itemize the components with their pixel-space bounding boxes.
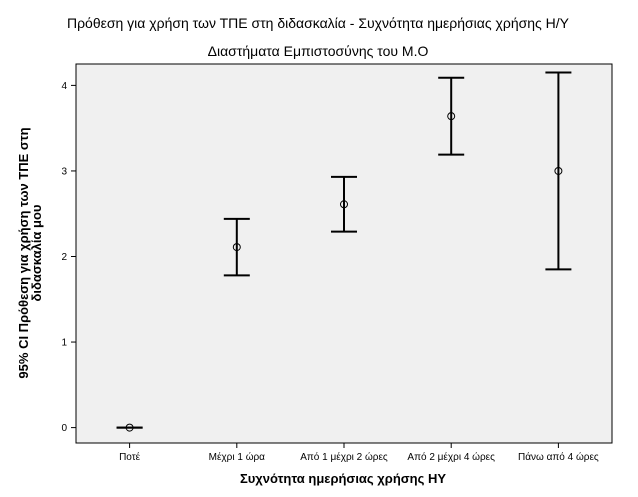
chart-title: Πρόθεση για χρήση των ΤΠΕ στη διδασκαλία… [67,15,570,31]
error-bar-group [331,175,357,233]
mean-point [125,423,134,432]
y-tick-label: 3 [61,166,67,177]
data-marks [116,71,572,432]
error-bar-group [545,71,572,271]
mean-point [447,112,456,121]
mean-point [232,243,241,252]
y-axis: 0 1 2 3 4 [61,81,76,434]
y-tick-label: 2 [61,252,67,263]
error-bar-group [116,423,143,432]
y-axis-title-line-2: διδασκαλία μου [29,204,44,301]
x-tick-label: Πάνω από 4 ώρες [518,451,599,463]
x-tick-label: Μέχρι 1 ώρα [209,451,266,463]
x-tick-label: Από 2 μέχρι 4 ώρες [407,451,495,463]
x-axis-title: Συχνότητα ημερήσιας χρήσης ΗΥ [240,471,446,486]
x-axis: Ποτέ Μέχρι 1 ώρα Από 1 μέχρι 2 ώρες Από 2 μ… [119,443,599,463]
mean-point [340,200,348,209]
chart-subtitle: Διαστήματα Εμπιστοσύνης του Μ.Ο [208,43,429,59]
plot-area [75,63,613,444]
y-tick-label: 0 [61,423,67,434]
x-tick-label: Από 1 μέχρι 2 ώρες [300,451,388,463]
error-bar-group [223,217,250,277]
y-axis-title: 95% CI Πρόθεση για χρήση των ΤΠΕ στη διδ… [16,127,44,378]
y-tick-label: 4 [61,81,67,92]
x-tick-label: Ποτέ [119,451,141,463]
error-bar-group [438,76,465,156]
mean-point [554,166,563,175]
y-tick-label: 1 [61,338,67,349]
y-axis-title-line-1: 95% CI Πρόθεση για χρήση των ΤΠΕ στη [16,127,31,378]
